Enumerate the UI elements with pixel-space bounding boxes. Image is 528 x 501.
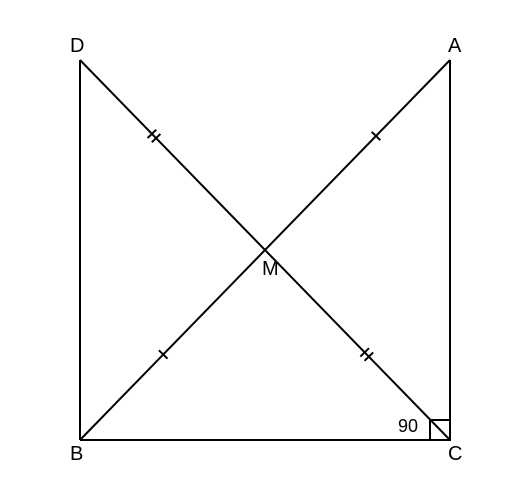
label-D: D — [70, 35, 84, 57]
angle-label-90: 90 — [398, 416, 418, 436]
label-B: B — [70, 443, 83, 465]
label-M: M — [262, 258, 279, 280]
label-C: C — [448, 443, 462, 465]
label-A: A — [448, 35, 462, 57]
